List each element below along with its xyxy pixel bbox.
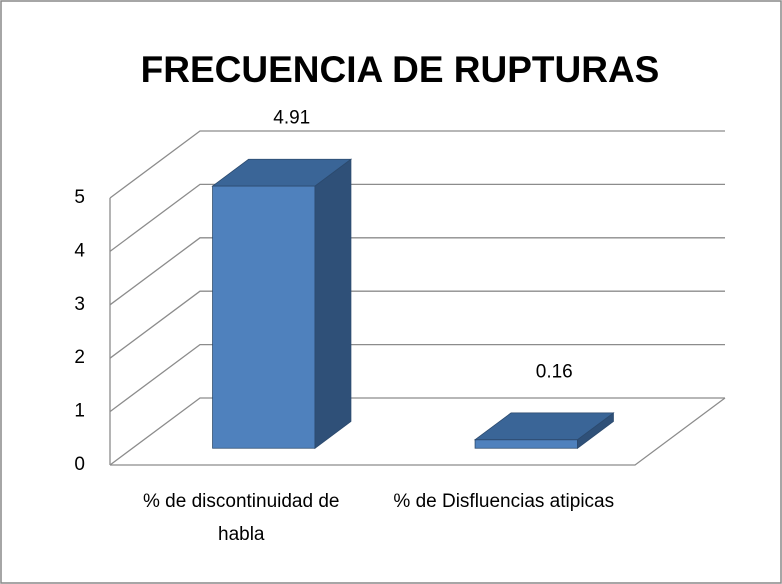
y-tick-label: 3 [74, 294, 85, 315]
value-label: 4.91 [273, 108, 310, 129]
value-label: 0.16 [536, 361, 573, 382]
bar [211, 158, 353, 450]
grid-line [109, 290, 725, 359]
bar-top [211, 158, 353, 187]
floor [110, 397, 726, 466]
y-tick-label: 2 [74, 347, 85, 368]
y-tick-label: 1 [74, 401, 85, 422]
chart-title: FRECUENCIA DE RUPTURAS [141, 49, 660, 90]
bar-front [212, 185, 316, 449]
grid-line [109, 130, 725, 199]
grid-line [109, 237, 725, 306]
grid-line [109, 397, 725, 466]
y-tick-label: 0 [74, 454, 85, 475]
x-tick-label: % de discontinuidad de habla [143, 491, 340, 545]
bar [473, 412, 615, 450]
y-tick-label: 4 [74, 240, 85, 261]
bar-side [314, 158, 352, 450]
x-tick-label: % de Disfluencias atipicas [393, 491, 615, 512]
grid-line [109, 183, 725, 252]
bar-top [473, 412, 615, 441]
y-tick-label: 5 [74, 187, 85, 208]
grid-line [109, 343, 725, 413]
bar-front [474, 439, 578, 449]
